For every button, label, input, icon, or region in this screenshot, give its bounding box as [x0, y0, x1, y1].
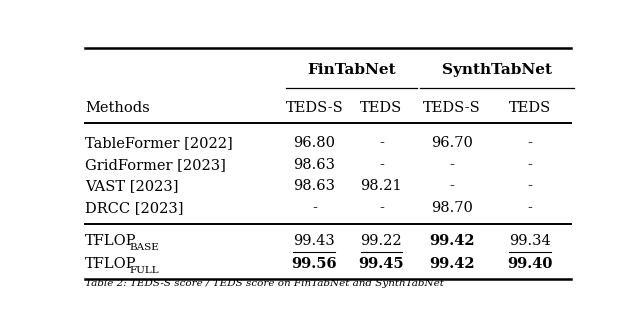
Text: 98.70: 98.70	[431, 201, 473, 215]
Text: Table 2: TEDS-S score / TEDS score on FinTabNet and SynthTabNet: Table 2: TEDS-S score / TEDS score on Fi…	[85, 279, 444, 288]
Text: Methods: Methods	[85, 101, 150, 115]
Text: 99.34: 99.34	[509, 234, 551, 248]
Text: 99.42: 99.42	[429, 234, 475, 248]
Text: 98.63: 98.63	[293, 158, 335, 172]
Text: -: -	[528, 179, 532, 193]
Text: BASE: BASE	[129, 243, 159, 252]
Text: TableFormer [2022]: TableFormer [2022]	[85, 136, 233, 150]
Text: -: -	[379, 158, 384, 172]
Text: 99.56: 99.56	[292, 257, 337, 271]
Text: 99.45: 99.45	[358, 257, 404, 271]
Text: -: -	[312, 201, 317, 215]
Text: TEDS: TEDS	[360, 101, 403, 115]
Text: FULL: FULL	[129, 266, 159, 275]
Text: VAST [2023]: VAST [2023]	[85, 179, 179, 193]
Text: TEDS-S: TEDS-S	[285, 101, 343, 115]
Text: FinTabNet: FinTabNet	[307, 63, 396, 77]
Text: -: -	[449, 179, 454, 193]
Text: 99.42: 99.42	[429, 257, 475, 271]
Text: 99.43: 99.43	[294, 234, 335, 248]
Text: 99.40: 99.40	[508, 257, 553, 271]
Text: 98.63: 98.63	[293, 179, 335, 193]
Text: -: -	[528, 158, 532, 172]
Text: -: -	[449, 158, 454, 172]
Text: TFLOP: TFLOP	[85, 257, 136, 271]
Text: TEDS-S: TEDS-S	[423, 101, 481, 115]
Text: -: -	[379, 201, 384, 215]
Text: TFLOP: TFLOP	[85, 234, 136, 248]
Text: TEDS: TEDS	[509, 101, 551, 115]
Text: 99.22: 99.22	[360, 234, 402, 248]
Text: 96.80: 96.80	[293, 136, 335, 150]
Text: GridFormer [2023]: GridFormer [2023]	[85, 158, 226, 172]
Text: SynthTabNet: SynthTabNet	[442, 63, 552, 77]
Text: DRCC [2023]: DRCC [2023]	[85, 201, 184, 215]
Text: -: -	[528, 136, 532, 150]
Text: -: -	[528, 201, 532, 215]
Text: -: -	[379, 136, 384, 150]
Text: 96.70: 96.70	[431, 136, 473, 150]
Text: 98.21: 98.21	[360, 179, 402, 193]
